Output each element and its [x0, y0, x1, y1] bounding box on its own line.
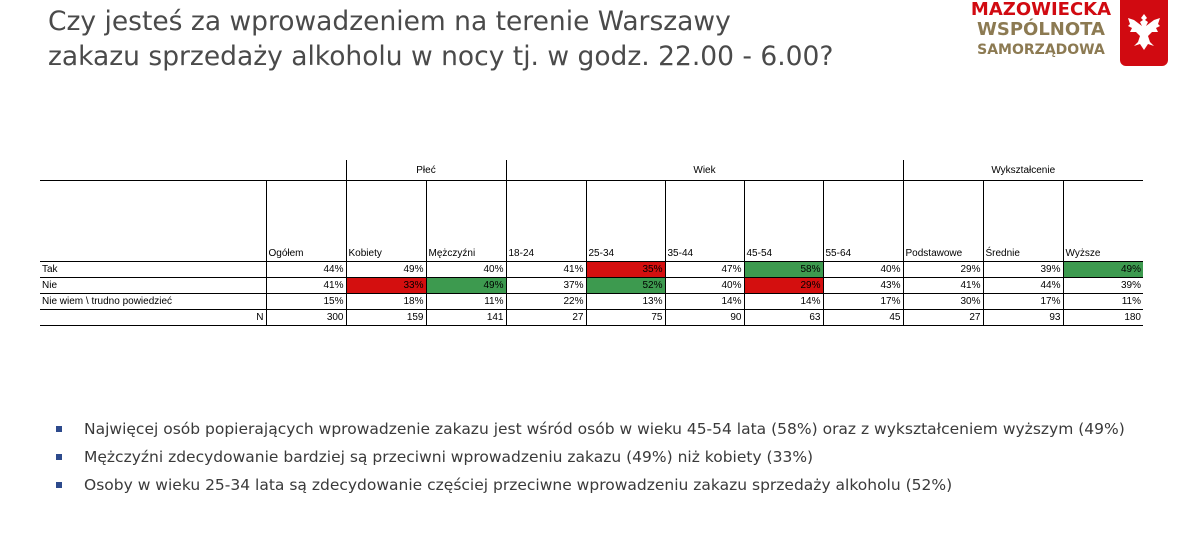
table-cell: 49% [345, 261, 426, 278]
table-cell: 159 [345, 309, 426, 326]
table-cell: 141 [425, 309, 506, 326]
table-row: Tak 44% 49% 40% 41% 35% 47% 58% 40% 29% … [40, 261, 1143, 278]
table-cell: 37% [505, 277, 586, 294]
column-header: Podstawowe [902, 180, 983, 262]
table-cell: 75 [585, 309, 665, 326]
column-header: 45-54 [743, 180, 823, 262]
row-label: N [40, 309, 266, 326]
table-cell-highlight-green: 52% [585, 277, 665, 294]
logo-text: MAZOWIECKA WSPÓLNOTA SAMORZĄDOWA [966, 0, 1116, 60]
column-header: Wyższe [1062, 180, 1143, 262]
column-header: Ogółem [265, 180, 346, 262]
bullet-text: Mężczyźni zdecydowanie bardziej są przec… [84, 448, 814, 466]
table-cell: 11% [425, 293, 506, 310]
table-cell: 41% [902, 277, 983, 294]
column-header: 35-44 [664, 180, 744, 262]
table-row: Nie wiem \ trudno powiedzieć 15% 18% 11%… [40, 293, 1143, 310]
table-row-n: N 300 159 141 27 75 90 63 45 27 93 180 [40, 309, 1143, 326]
table-cell: 180 [1062, 309, 1143, 326]
logo: MAZOWIECKA WSPÓLNOTA SAMORZĄDOWA [966, 0, 1200, 70]
table-cell: 41% [505, 261, 586, 278]
bullet-text: Najwięcej osób popierających wprowadzeni… [84, 420, 1125, 438]
column-header: Średnie [982, 180, 1063, 262]
table-cell-highlight-green: 58% [743, 261, 823, 278]
table-cell-highlight-green: 49% [1062, 261, 1143, 278]
group-header-row: Płeć Wiek Wykształcenie [40, 160, 1143, 181]
row-label: Nie wiem \ trudno powiedzieć [40, 293, 266, 310]
logo-line-1: MAZOWIECKA [970, 0, 1112, 20]
slide-title: Czy jesteś za wprowadzeniem na terenie W… [48, 4, 948, 74]
table-cell: 18% [345, 293, 426, 310]
table-cell: 29% [902, 261, 983, 278]
table-cell: 40% [664, 277, 744, 294]
bullet-item: Osoby w wieku 25-34 lata są zdecydowanie… [56, 474, 1156, 496]
row-label: Tak [40, 261, 266, 278]
table-cell-highlight-red: 29% [743, 277, 823, 294]
group-wyksztalcenie: Wykształcenie [902, 160, 1143, 181]
row-label: Nie [40, 277, 266, 294]
table-cell: 27 [902, 309, 983, 326]
table-cell: 41% [265, 277, 346, 294]
table-cell: 40% [822, 261, 903, 278]
table-cell: 40% [425, 261, 506, 278]
table-cell: 63 [743, 309, 823, 326]
table-cell: 93 [982, 309, 1063, 326]
table-cell: 43% [822, 277, 903, 294]
title-line-1: Czy jesteś za wprowadzeniem na terenie W… [48, 6, 731, 37]
table-cell: 47% [664, 261, 744, 278]
bullet-item: Mężczyźni zdecydowanie bardziej są przec… [56, 446, 1156, 468]
table-cell: 13% [585, 293, 665, 310]
column-header: 25-34 [585, 180, 665, 262]
bullet-square-icon [56, 454, 62, 460]
table-cell-highlight-red: 33% [345, 277, 426, 294]
table-cell: 15% [265, 293, 346, 310]
table-cell: 14% [743, 293, 823, 310]
results-table: Płeć Wiek Wykształcenie Ogółem Kobiety M… [40, 160, 1143, 326]
column-header: Mężczyźni [425, 180, 506, 262]
table-cell-highlight-red: 35% [585, 261, 665, 278]
white-eagle-icon [1128, 14, 1160, 50]
table-cell: 39% [1062, 277, 1143, 294]
column-header: 18-24 [505, 180, 586, 262]
table-row: Nie 41% 33% 49% 37% 52% 40% 29% 43% 41% … [40, 277, 1143, 294]
table-cell: 17% [822, 293, 903, 310]
logo-line-2: WSPÓLNOTA [977, 19, 1105, 40]
table-cell: 22% [505, 293, 586, 310]
table-cell: 44% [982, 277, 1063, 294]
bullet-item: Najwięcej osób popierających wprowadzeni… [56, 418, 1156, 440]
table-cell: 17% [982, 293, 1063, 310]
table-cell: 11% [1062, 293, 1143, 310]
summary-bullets: Najwięcej osób popierających wprowadzeni… [56, 418, 1156, 502]
bullet-square-icon [56, 426, 62, 432]
table-cell: 14% [664, 293, 744, 310]
table-cell: 300 [265, 309, 346, 326]
group-plec: Płeć [345, 160, 506, 181]
table-cell-highlight-green: 49% [425, 277, 506, 294]
table-cell: 90 [664, 309, 744, 326]
table-cell: 27 [505, 309, 586, 326]
bullet-square-icon [56, 482, 62, 488]
title-line-2: zakazu sprzedaży alkoholu w nocy tj. w g… [48, 41, 834, 72]
column-header-row: Ogółem Kobiety Mężczyźni 18-24 25-34 35-… [40, 180, 1143, 262]
table-cell: 45 [822, 309, 903, 326]
logo-line-3: SAMORZĄDOWA [977, 42, 1105, 58]
table-cell: 39% [982, 261, 1063, 278]
shield-icon [1120, 0, 1168, 66]
group-wiek: Wiek [505, 160, 903, 181]
column-header: 55-64 [822, 180, 903, 262]
table-cell: 44% [265, 261, 346, 278]
bullet-text: Osoby w wieku 25-34 lata są zdecydowanie… [84, 476, 953, 494]
table-cell: 30% [902, 293, 983, 310]
column-header: Kobiety [345, 180, 426, 262]
